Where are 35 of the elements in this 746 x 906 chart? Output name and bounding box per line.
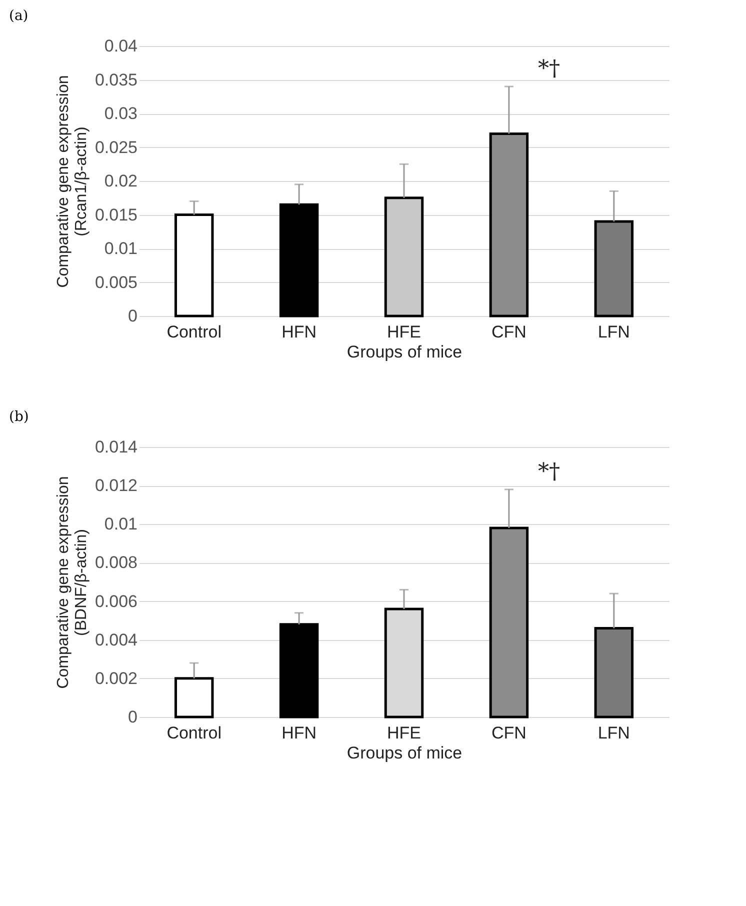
annotation: *† — [538, 56, 560, 82]
x-axis-title: Groups of mice — [346, 342, 462, 362]
x-tick-label: LFN — [598, 322, 630, 342]
y-tick-label: 0.014 — [94, 438, 138, 456]
x-tick-label: LFN — [598, 724, 630, 742]
y-tick-label: 0.02 — [104, 172, 138, 190]
y-tick-label: 0.01 — [104, 514, 138, 534]
y-axis-title: Comparative gene expression (BDNF/β-actin) — [54, 476, 90, 689]
x-axis-title: Groups of mice — [346, 744, 462, 762]
x-tick-label: CFN — [491, 724, 526, 742]
y-tick-label: 0.006 — [94, 592, 138, 611]
text: (a) — [9, 8, 28, 24]
y-tick-label: 0.008 — [94, 553, 138, 572]
x-tick-label: HFN — [282, 322, 317, 342]
y-tick-label: 0.03 — [104, 104, 138, 123]
x-tick-label: CFN — [491, 322, 526, 342]
x-tick-label: Control — [166, 322, 222, 342]
y-tick-label: 0 — [128, 708, 138, 726]
x-tick-label: HFE — [387, 724, 421, 742]
text: (b) — [9, 409, 29, 425]
y-tick-label: 0.004 — [94, 630, 138, 650]
y-tick-label: 0.025 — [94, 138, 138, 157]
y-tick-label: 0.01 — [104, 239, 138, 258]
y-axis-title: Comparative gene expression (Rcan1/β-actin) — [54, 75, 90, 288]
annotation: *† — [538, 459, 560, 484]
y-tick-label: 0.035 — [94, 70, 138, 90]
y-tick-label: 0.015 — [94, 205, 138, 224]
x-tick-label: Control — [166, 724, 222, 742]
y-tick-label: 0.005 — [94, 272, 138, 292]
y-tick-label: 0.04 — [104, 36, 138, 56]
y-tick-label: 0 — [128, 306, 138, 326]
y-tick-label: 0.012 — [94, 476, 138, 496]
x-tick-label: HFN — [282, 724, 317, 742]
y-tick-label: 0.002 — [94, 668, 138, 688]
x-tick-label: HFE — [387, 322, 421, 342]
